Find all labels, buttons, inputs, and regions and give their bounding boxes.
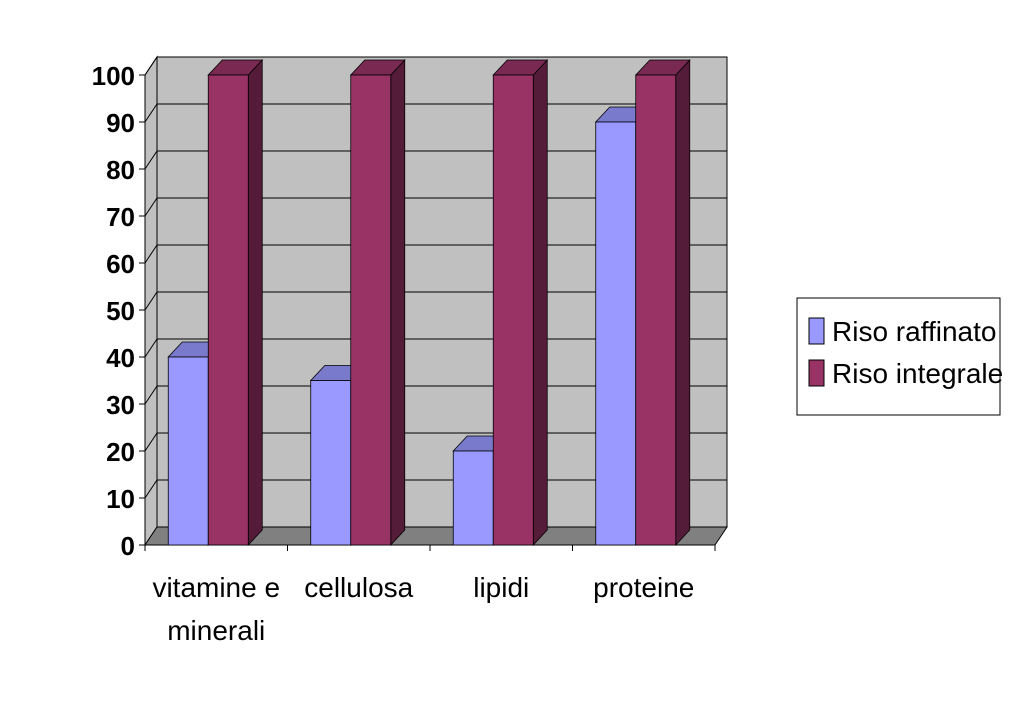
gridline-side xyxy=(144,385,158,405)
y-tick-label: 80 xyxy=(106,155,135,185)
y-tick-label: 20 xyxy=(106,437,135,467)
bar xyxy=(350,74,392,546)
bar-side xyxy=(675,58,691,547)
legend-box xyxy=(796,297,1001,416)
y-tick-label: 70 xyxy=(106,202,135,232)
x-tick-label: vitamine e xyxy=(152,572,280,603)
bar-side xyxy=(390,58,406,547)
gridline-side xyxy=(144,479,158,499)
x-tick-label: proteine xyxy=(593,572,694,603)
gridline-side xyxy=(144,338,158,358)
y-tick-label: 40 xyxy=(106,343,135,373)
bar xyxy=(207,74,249,546)
gridline-side xyxy=(144,150,158,170)
gridline-side xyxy=(144,56,158,76)
x-tick-label: minerali xyxy=(167,615,265,646)
gridline-side xyxy=(144,244,158,264)
bar xyxy=(635,74,677,546)
x-tick-label: lipidi xyxy=(473,572,529,603)
bar xyxy=(310,380,352,546)
legend-swatch xyxy=(808,317,825,345)
legend-swatch xyxy=(808,359,825,387)
y-tick-label: 60 xyxy=(106,249,135,279)
legend-label: Riso raffinato xyxy=(832,316,996,347)
y-tick-label: 10 xyxy=(106,484,135,514)
x-tick-label: cellulosa xyxy=(304,572,413,603)
bar-side xyxy=(532,58,548,547)
gridline-side xyxy=(144,291,158,311)
bar-side xyxy=(247,58,263,547)
y-tick-label: 30 xyxy=(106,390,135,420)
gridline-side xyxy=(144,432,158,452)
gridline-side xyxy=(144,197,158,217)
y-tick-label: 50 xyxy=(106,296,135,326)
bar xyxy=(167,356,209,546)
legend-label: Riso integrale xyxy=(832,358,1003,389)
bar xyxy=(595,121,637,546)
bar xyxy=(492,74,534,546)
bar xyxy=(452,450,494,546)
y-tick-label: 0 xyxy=(121,531,135,561)
y-tick-label: 90 xyxy=(106,108,135,138)
gridline-side xyxy=(144,103,158,123)
y-tick-label: 100 xyxy=(92,61,135,91)
